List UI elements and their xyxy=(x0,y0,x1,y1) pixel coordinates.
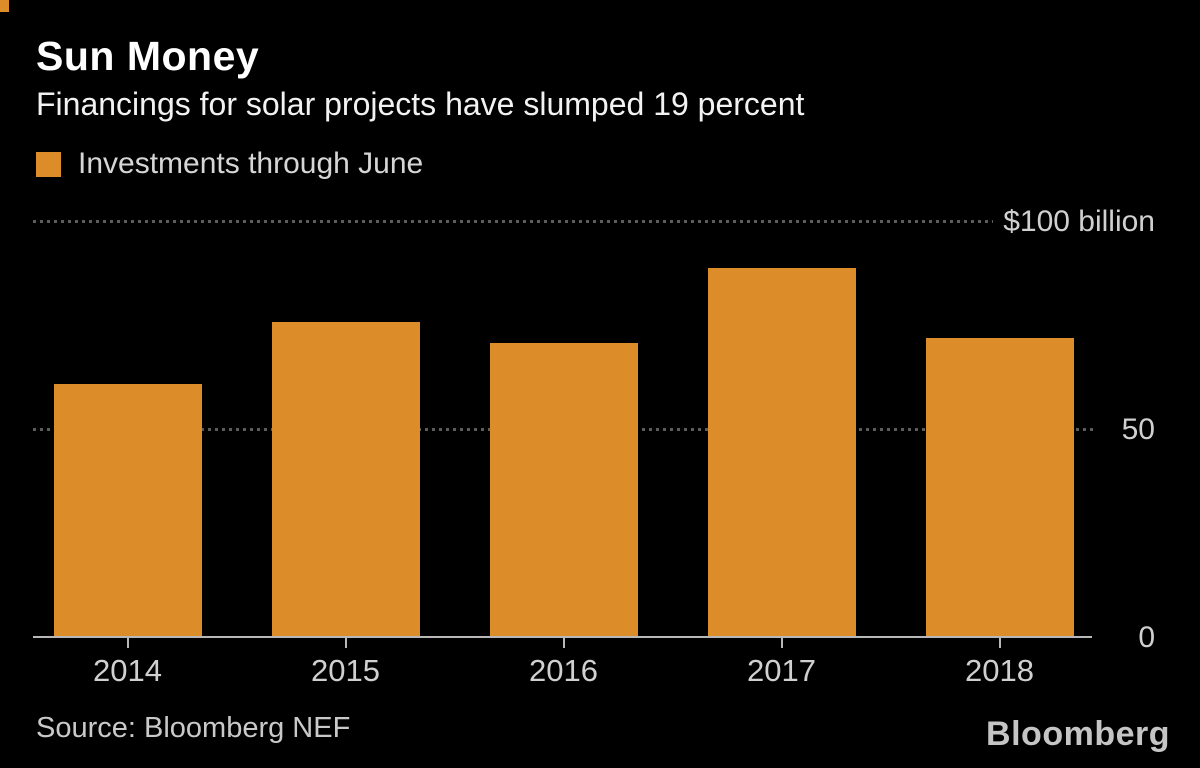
chart-subtitle: Financings for solar projects have slump… xyxy=(36,86,805,122)
brand-corner-mark xyxy=(0,0,9,12)
bar-2018 xyxy=(925,338,1074,636)
legend-swatch-icon xyxy=(36,151,61,177)
x-tick-2018 xyxy=(998,638,1001,648)
x-axis-label-2018: 2018 xyxy=(965,653,1034,688)
bar-2017 xyxy=(707,268,856,636)
x-axis-label-2014: 2014 xyxy=(93,653,162,688)
bar-2014 xyxy=(53,384,202,636)
x-tick-2014 xyxy=(126,638,129,648)
bar-2015 xyxy=(271,321,420,636)
x-tick-2017 xyxy=(780,638,783,648)
x-axis-label-2016: 2016 xyxy=(529,653,598,688)
bloomberg-logo: Bloomberg xyxy=(986,715,1170,753)
gridline-100 xyxy=(33,220,993,223)
x-axis-line xyxy=(33,636,1092,638)
y-axis-label-50: 50 xyxy=(1121,412,1155,446)
legend: Investments through June xyxy=(36,147,423,181)
bar-2016 xyxy=(489,342,638,636)
source-note: Source: Bloomberg NEF xyxy=(36,712,351,744)
x-tick-2016 xyxy=(562,638,565,648)
chart-title: Sun Money xyxy=(36,33,260,79)
y-axis-label-100: $100 billion xyxy=(1003,204,1155,238)
x-axis-label-2015: 2015 xyxy=(311,653,380,688)
legend-label: Investments through June xyxy=(78,147,424,180)
x-tick-2015 xyxy=(344,638,347,648)
y-axis-label-0: 0 xyxy=(1138,620,1155,654)
x-axis-label-2017: 2017 xyxy=(747,653,816,688)
